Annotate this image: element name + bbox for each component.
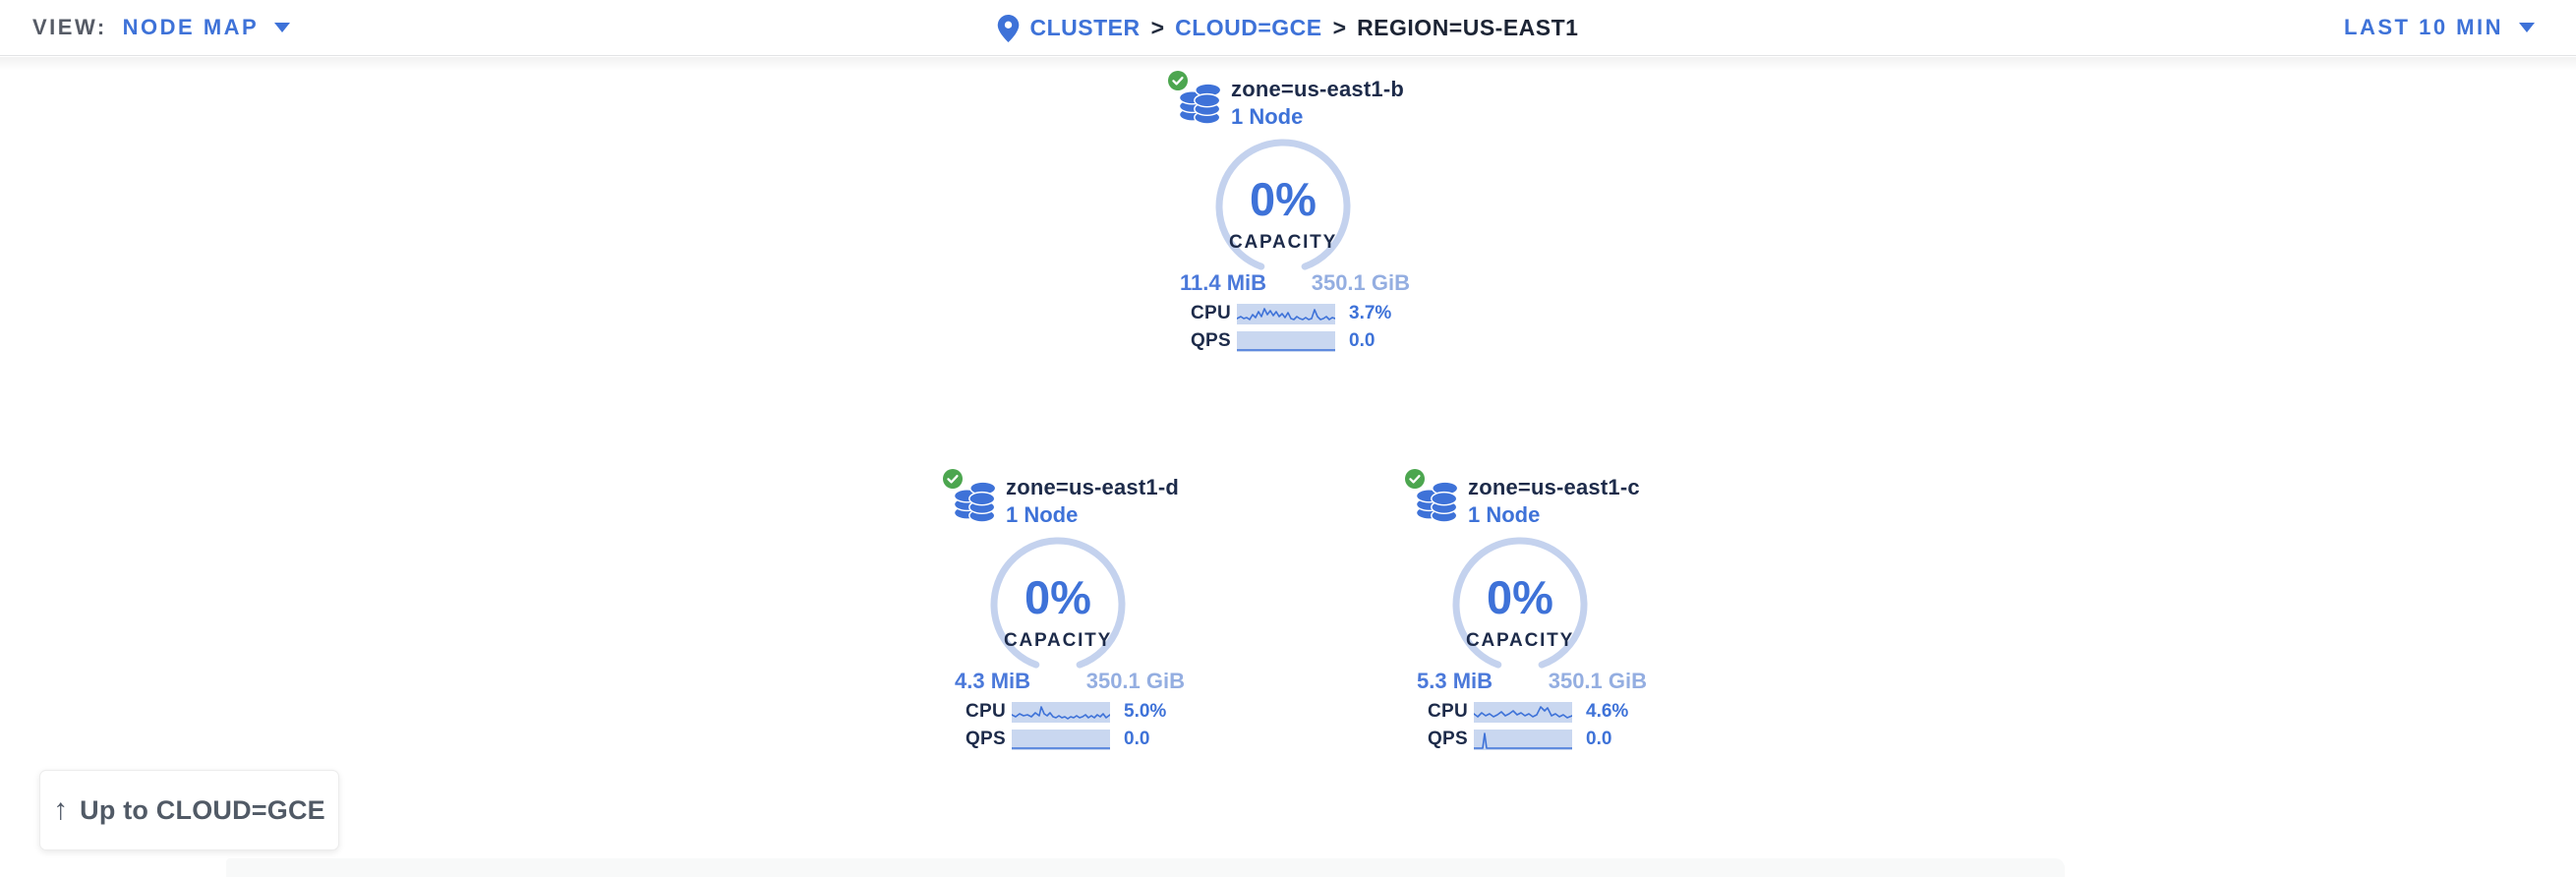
database-stack-icon: [1178, 82, 1224, 127]
capacity-label: CAPACITY: [1003, 630, 1113, 651]
capacity-percentage: 0%: [1487, 571, 1553, 623]
capacity-used-value: 5.3 MiB: [1417, 669, 1493, 693]
view-value: NODE MAP: [122, 15, 260, 39]
qps-sparkline: [1237, 330, 1335, 352]
capacity-values: 4.3 MiB 350.1 GiB: [955, 669, 1185, 694]
zone-card-header: zone=us-east1-c 1 Node: [1373, 467, 1668, 528]
zone-card-us-east1-d[interactable]: zone=us-east1-d 1 Node 0% CAPACITY 4.3 M…: [910, 467, 1205, 762]
capacity-gauge: 0% CAPACITY: [984, 531, 1132, 678]
breadcrumb-cluster[interactable]: CLUSTER: [1029, 15, 1141, 40]
database-stack-icon: [953, 480, 999, 525]
zone-title-block: zone=us-east1-c 1 Node: [1468, 475, 1640, 528]
capacity-percentage: 0%: [1025, 571, 1091, 623]
qps-value: 0.0: [1349, 330, 1376, 351]
breadcrumb: CLUSTER > CLOUD=GCE > REGION=US-EAST1: [997, 0, 1579, 56]
zone-name: zone=us-east1-b: [1231, 77, 1404, 101]
capacity-gauge: 0% CAPACITY: [1446, 531, 1594, 678]
breadcrumb-separator: >: [1332, 15, 1347, 40]
capacity-label: CAPACITY: [1228, 232, 1338, 253]
cpu-sparkline: [1474, 701, 1572, 723]
zone-card-us-east1-b[interactable]: zone=us-east1-b 1 Node 0% CAPACITY 11.4 …: [1136, 69, 1431, 364]
cpu-value: 3.7%: [1349, 303, 1392, 323]
topbar: VIEW: NODE MAP CLUSTER > CLOUD=GCE > REG…: [0, 0, 2576, 56]
view-selector[interactable]: VIEW: NODE MAP: [32, 15, 291, 40]
breadcrumb-separator: >: [1150, 15, 1165, 40]
zone-title-block: zone=us-east1-d 1 Node: [1006, 475, 1179, 528]
capacity-total-value: 350.1 GiB: [1548, 669, 1647, 693]
zone-node-count: 1 Node: [1231, 104, 1304, 129]
breadcrumb-cloud-gce[interactable]: CLOUD=GCE: [1175, 15, 1322, 40]
cpu-metric-row: CPU 4.6%: [1417, 701, 1668, 723]
zone-card-header: zone=us-east1-d 1 Node: [910, 467, 1205, 528]
time-range-selector[interactable]: LAST 10 MIN: [2344, 15, 2535, 40]
zone-node-count: 1 Node: [1006, 502, 1079, 527]
health-check-icon: [1405, 469, 1425, 489]
up-to-cloud-gce-button[interactable]: ↑ Up to CLOUD=GCE: [39, 770, 339, 850]
time-range-value: LAST 10 MIN: [2344, 15, 2503, 39]
qps-metric-row: QPS 0.0: [955, 729, 1205, 750]
qps-sparkline: [1474, 729, 1572, 750]
qps-value: 0.0: [1124, 729, 1150, 749]
location-pin-icon: [997, 14, 1020, 42]
capacity-arc: [1215, 139, 1351, 274]
cpu-label: CPU: [1190, 303, 1231, 323]
cpu-sparkline: [1237, 303, 1335, 324]
health-check-icon: [1168, 71, 1188, 90]
breadcrumb-current-region: REGION=US-EAST1: [1357, 15, 1579, 40]
capacity-arc: [990, 537, 1126, 672]
cpu-label: CPU: [1427, 701, 1468, 722]
capacity-values: 5.3 MiB 350.1 GiB: [1417, 669, 1647, 694]
up-button-label: Up to CLOUD=GCE: [80, 794, 325, 825]
qps-value: 0.0: [1586, 729, 1612, 749]
zone-card-header: zone=us-east1-b 1 Node: [1136, 69, 1431, 130]
qps-label: QPS: [965, 729, 1006, 749]
zone-card-us-east1-c[interactable]: zone=us-east1-c 1 Node 0% CAPACITY 5.3 M…: [1373, 467, 1668, 762]
cpu-label: CPU: [965, 701, 1006, 722]
capacity-used-value: 4.3 MiB: [955, 669, 1031, 693]
qps-metric-row: QPS 0.0: [1180, 330, 1431, 352]
capacity-label: CAPACITY: [1465, 630, 1575, 651]
zone-title-block: zone=us-east1-b 1 Node: [1231, 77, 1404, 130]
map-terrain-shape: [226, 858, 2065, 877]
capacity-used-value: 11.4 MiB: [1180, 270, 1267, 295]
chevron-down-icon: [274, 23, 291, 32]
cpu-metric-row: CPU 5.0%: [955, 701, 1205, 723]
capacity-total-value: 350.1 GiB: [1311, 270, 1410, 295]
chevron-down-icon: [2519, 23, 2535, 32]
cpu-value: 5.0%: [1124, 701, 1167, 722]
cpu-value: 4.6%: [1586, 701, 1629, 722]
capacity-percentage: 0%: [1250, 173, 1317, 225]
health-check-icon: [943, 469, 963, 489]
capacity-arc: [1452, 537, 1588, 672]
arrow-up-icon: ↑: [53, 793, 69, 826]
qps-sparkline: [1012, 729, 1110, 750]
qps-label: QPS: [1190, 330, 1231, 351]
capacity-gauge: 0% CAPACITY: [1209, 133, 1357, 280]
qps-label: QPS: [1427, 729, 1468, 749]
node-map-canvas: zone=us-east1-b 1 Node 0% CAPACITY 11.4 …: [0, 57, 2576, 877]
zone-name: zone=us-east1-c: [1468, 475, 1640, 499]
zone-name: zone=us-east1-d: [1006, 475, 1179, 499]
view-label: VIEW:: [32, 15, 107, 39]
zone-node-count: 1 Node: [1468, 502, 1541, 527]
database-stack-icon: [1415, 480, 1461, 525]
capacity-values: 11.4 MiB 350.1 GiB: [1180, 270, 1410, 296]
capacity-total-value: 350.1 GiB: [1085, 669, 1185, 693]
cpu-metric-row: CPU 3.7%: [1180, 303, 1431, 324]
qps-metric-row: QPS 0.0: [1417, 729, 1668, 750]
cpu-sparkline: [1012, 701, 1110, 723]
